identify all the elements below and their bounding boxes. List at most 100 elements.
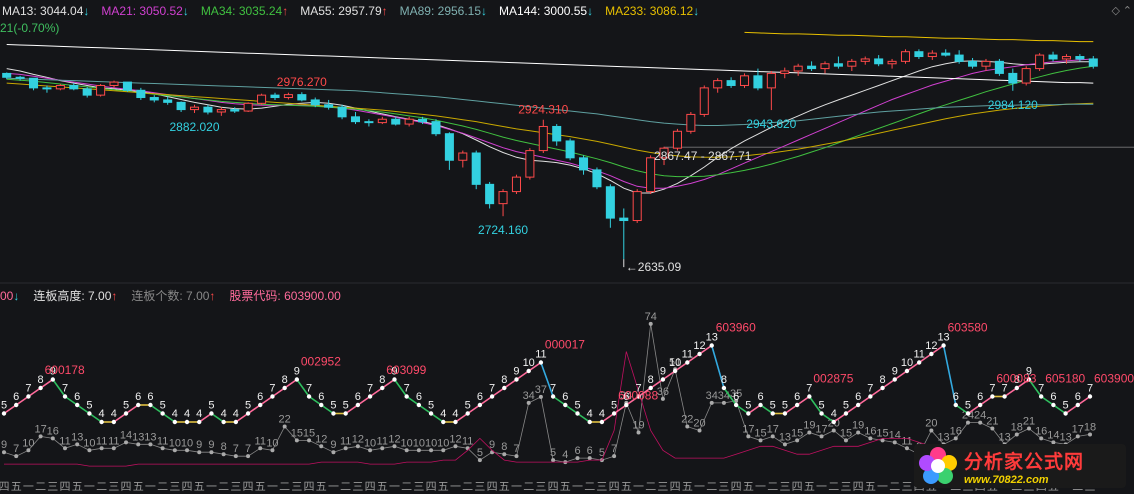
height-segment [662, 370, 676, 381]
height-point [380, 385, 385, 391]
height-point [294, 377, 300, 382]
count-point [721, 400, 726, 405]
indicator-item-1: 连板高度: 7.00↑ [33, 289, 117, 303]
candle-body [1035, 54, 1045, 70]
count-value-label: 14 [889, 429, 901, 441]
weekday-tick-label: 三 [779, 480, 790, 493]
count-point [270, 448, 275, 453]
height-value-label: 7 [62, 383, 68, 395]
ma-item-label: MA55: 2957.79 [300, 4, 382, 18]
height-point [111, 419, 117, 425]
candle-body [900, 51, 911, 62]
candle-body [672, 130, 682, 149]
height-value-label: 8 [501, 374, 507, 386]
weekday-tick-label: 二 [157, 480, 168, 493]
height-point [245, 411, 251, 416]
count-value-label: 17 [34, 423, 46, 435]
height-segment [64, 395, 78, 406]
count-point [258, 446, 263, 451]
candle-body [632, 191, 642, 222]
height-segment [540, 362, 554, 397]
count-point [453, 444, 458, 449]
height-value-label: 8 [379, 374, 385, 386]
count-value-label: 12 [449, 433, 461, 445]
count-point [880, 438, 885, 443]
height-point [428, 411, 434, 416]
count-point [355, 444, 360, 449]
count-value-label: 22 [681, 414, 693, 426]
weekday-tick-label: 二 [645, 480, 656, 493]
arrow-down-icon: ↓ [83, 4, 90, 18]
candle-body [887, 60, 897, 65]
candle-body [270, 94, 280, 99]
height-point [587, 419, 592, 425]
height-segment [930, 344, 945, 355]
candle-body [189, 106, 200, 111]
height-segment [113, 412, 127, 423]
weekday-tick-label: 四 [853, 480, 864, 493]
count-value-label: 9 [330, 439, 336, 451]
stock-code-label: 603580 [948, 321, 988, 335]
price-label: 2943.620 [746, 117, 796, 131]
diamond-icon[interactable]: ◇ [1111, 5, 1120, 17]
count-value-label: 12 [315, 433, 327, 445]
count-value-label: 15 [754, 427, 766, 439]
height-segment [613, 404, 627, 415]
count-point [990, 426, 995, 431]
weekday-tick-label: 三 [535, 480, 546, 493]
change-text: 21(-0.70%) [0, 21, 60, 35]
height-point [746, 411, 751, 416]
stock-code-label: 600088 [618, 389, 658, 403]
weekday-tick-label: 一 [877, 480, 888, 493]
height-point [404, 394, 409, 399]
height-point [233, 419, 239, 425]
count-value-label: 14 [1047, 429, 1059, 441]
count-point [807, 430, 812, 435]
weekday-tick-label: 四 [731, 480, 742, 493]
count-point [551, 458, 556, 463]
count-value-label: 11 [59, 435, 70, 447]
chevron-up-icon[interactable]: ⌃ [1122, 5, 1132, 17]
height-point [306, 394, 312, 399]
height-segment [869, 387, 884, 398]
height-segment [747, 404, 761, 415]
candle-body [780, 70, 790, 74]
height-segment [247, 404, 261, 415]
weekday-tick-label: 四 [670, 480, 681, 493]
weekday-tick-label: 五 [316, 480, 327, 493]
height-value-label: 5 [123, 400, 129, 412]
candle-body [458, 152, 468, 161]
stock-code-label: 603900 [1094, 372, 1134, 386]
height-value-label: 13 [706, 332, 718, 344]
height-segment [235, 412, 249, 423]
count-point [2, 450, 6, 455]
count-point [319, 444, 324, 449]
height-segment [796, 395, 810, 406]
count-value-label: 19 [803, 419, 815, 431]
candle-body [927, 52, 937, 58]
height-point [843, 411, 849, 416]
height-segment [577, 412, 591, 423]
count-value-label: 20 [693, 418, 705, 430]
ma-item-label: MA21: 3050.52 [101, 4, 183, 18]
count-value-label: 17 [1072, 423, 1084, 435]
height-segment [393, 379, 408, 397]
indicator-item-label: 连板高度: 7.00 [33, 289, 112, 303]
count-point [746, 434, 751, 439]
count-point [1026, 426, 1031, 431]
flower-logo-icon [919, 447, 957, 484]
candle-body [1088, 58, 1098, 67]
ma-item-label: MA89: 2956.15 [399, 4, 482, 18]
height-value-label: 7 [867, 383, 873, 395]
count-point [868, 436, 873, 441]
weekday-tick-label: 五 [682, 480, 693, 493]
candle-body [793, 65, 803, 72]
count-value-label: 10 [425, 437, 437, 449]
weekday-tick-label: 三 [108, 480, 119, 493]
height-value-label: 4 [221, 408, 227, 420]
price-label: 2924.310 [518, 103, 568, 117]
weekday-tick-label: 二 [96, 480, 107, 493]
price-label: 2976.270 [277, 75, 327, 89]
count-value-label: 18 [1011, 421, 1023, 433]
count-value-label: 20 [925, 418, 937, 430]
